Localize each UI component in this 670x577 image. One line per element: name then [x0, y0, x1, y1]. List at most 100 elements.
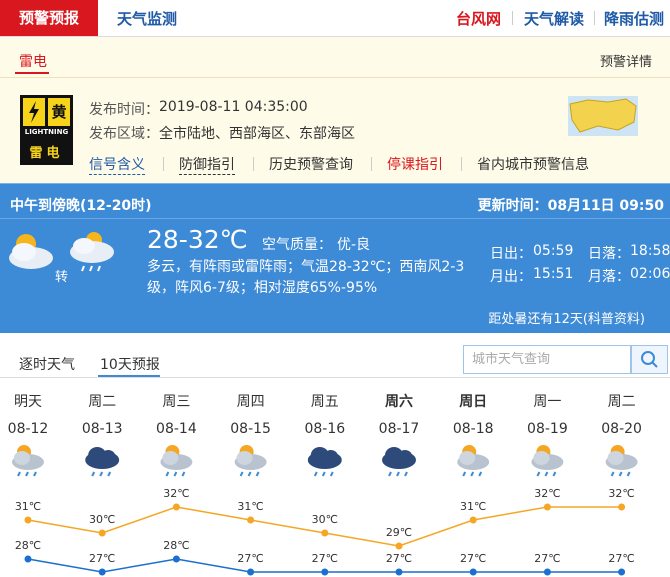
day: 周日: [459, 394, 487, 410]
day: 周三: [162, 394, 190, 410]
high-label: 31℃: [460, 500, 486, 513]
weather-icon: [159, 444, 194, 477]
day: 周四: [237, 394, 265, 410]
low-label: 27℃: [312, 552, 338, 565]
low-point: [543, 568, 551, 576]
high-point: [172, 503, 180, 511]
warning-tab[interactable]: 雷电: [19, 54, 47, 70]
nav-item[interactable]: 降雨估测: [604, 10, 665, 28]
forecast: 明天 08-12 周二 08-13 周三 08-14 周四 08-15 周五 08-16 周六 08-…: [8, 393, 642, 576]
high-point: [98, 529, 106, 537]
warning-link[interactable]: 省内城市预警信息: [477, 157, 589, 173]
countdown[interactable]: 距处暑还有12天(科普资料): [488, 312, 645, 327]
low-point: [618, 568, 626, 576]
divider: [0, 183, 670, 184]
high-point: [618, 503, 626, 511]
time: 2019-08-11 04:35:00: [159, 99, 308, 115]
day: 周二: [608, 394, 636, 410]
high-label: 30℃: [312, 513, 338, 526]
date: 08-17: [379, 421, 420, 437]
date: 08-13: [82, 421, 123, 437]
low-label: 27℃: [460, 552, 486, 565]
search-input[interactable]: 城市天气查询: [463, 345, 631, 374]
day: 明天: [14, 394, 42, 410]
day: 周二: [88, 394, 116, 410]
tab-underline: [98, 375, 160, 377]
high-point: [469, 516, 477, 524]
warning-detail[interactable]: 预警详情: [600, 55, 653, 70]
warning-level: 黄: [48, 98, 70, 126]
moonset: 02:06: [630, 266, 670, 282]
sunset: 18:58: [630, 243, 670, 259]
low-point: [172, 555, 180, 563]
high-label: 31℃: [15, 500, 41, 513]
search-button[interactable]: [631, 345, 668, 374]
high-label: 32℃: [608, 487, 634, 500]
warning-name: 雷电: [29, 146, 64, 161]
nav-active[interactable]: 预警预报: [0, 0, 98, 36]
date: 08-14: [156, 421, 197, 437]
aq-label: 空气质量：: [262, 237, 332, 253]
tab[interactable]: 逐时天气: [19, 357, 75, 373]
low-label: 28℃: [163, 539, 189, 552]
warning-link[interactable]: 停课指引: [387, 157, 443, 173]
weather-icon: [84, 446, 121, 477]
high-point: [543, 503, 551, 511]
tab-underline: [15, 72, 49, 74]
warning-icon: 黄 LIGHTNING 雷电: [20, 95, 73, 165]
weather-icon: [306, 446, 343, 477]
sunrise: 05:59: [533, 243, 574, 259]
warning-link[interactable]: 信号含义: [89, 154, 145, 175]
area-label: 发布区域：: [89, 126, 159, 142]
day: 周六: [385, 393, 413, 410]
weather-icon: [381, 446, 417, 477]
low-label: 27℃: [237, 552, 263, 565]
warning-panel: [0, 37, 670, 183]
low-label: 27℃: [89, 552, 115, 565]
divider: [0, 377, 670, 378]
nav-item[interactable]: 天气解读: [524, 10, 585, 28]
date: 08-12: [8, 421, 49, 437]
now-panel: [0, 183, 670, 333]
date: 08-15: [230, 421, 271, 437]
high-point: [24, 516, 32, 524]
weather-icon: [530, 444, 565, 477]
weather-icon: [11, 444, 45, 477]
warning-link[interactable]: 防御指引: [179, 154, 235, 175]
low-point: [321, 568, 329, 576]
moonrise-label: 月出：: [490, 269, 532, 285]
low-point: [247, 568, 255, 576]
turn: 转: [55, 270, 69, 285]
moonset-label: 月落：: [588, 269, 630, 285]
weather-icon: [456, 444, 491, 477]
low-point: [98, 568, 106, 576]
description: 多云，有阵雨或雷阵雨；气温28-32℃；西南风2-3级，阵风6-7级；相对湿度6…: [147, 259, 465, 296]
temp-range: 28-32℃: [147, 225, 248, 254]
high-label: 32℃: [163, 487, 189, 500]
low-label: 27℃: [386, 552, 412, 565]
date: 08-18: [453, 421, 494, 437]
warning-link[interactable]: 历史预警查询: [269, 157, 353, 173]
nav-bar: [0, 0, 670, 37]
high-point: [395, 542, 403, 550]
low-label: 27℃: [608, 552, 634, 565]
time-label: 发布时间：: [89, 102, 159, 118]
nav-item[interactable]: 台风网: [456, 10, 502, 28]
high-point: [247, 516, 255, 524]
date: 08-20: [601, 421, 642, 437]
warning-type: LIGHTNING: [24, 128, 69, 136]
sunrise-label: 日出：: [490, 246, 532, 262]
low-point: [469, 568, 477, 576]
divider: [0, 218, 670, 219]
low-label: 27℃: [534, 552, 560, 565]
high-label: 29℃: [386, 526, 412, 539]
lightning-symbol: [23, 98, 45, 126]
low-point: [395, 568, 403, 576]
low-label: 28℃: [15, 539, 41, 552]
divider: [0, 77, 670, 78]
map-thumbnail[interactable]: [568, 96, 638, 136]
tab-active[interactable]: 10天预报: [100, 357, 160, 373]
area: 全市陆地、西部海区、东部海区: [159, 126, 355, 142]
nav-item[interactable]: 天气监测: [117, 10, 178, 28]
